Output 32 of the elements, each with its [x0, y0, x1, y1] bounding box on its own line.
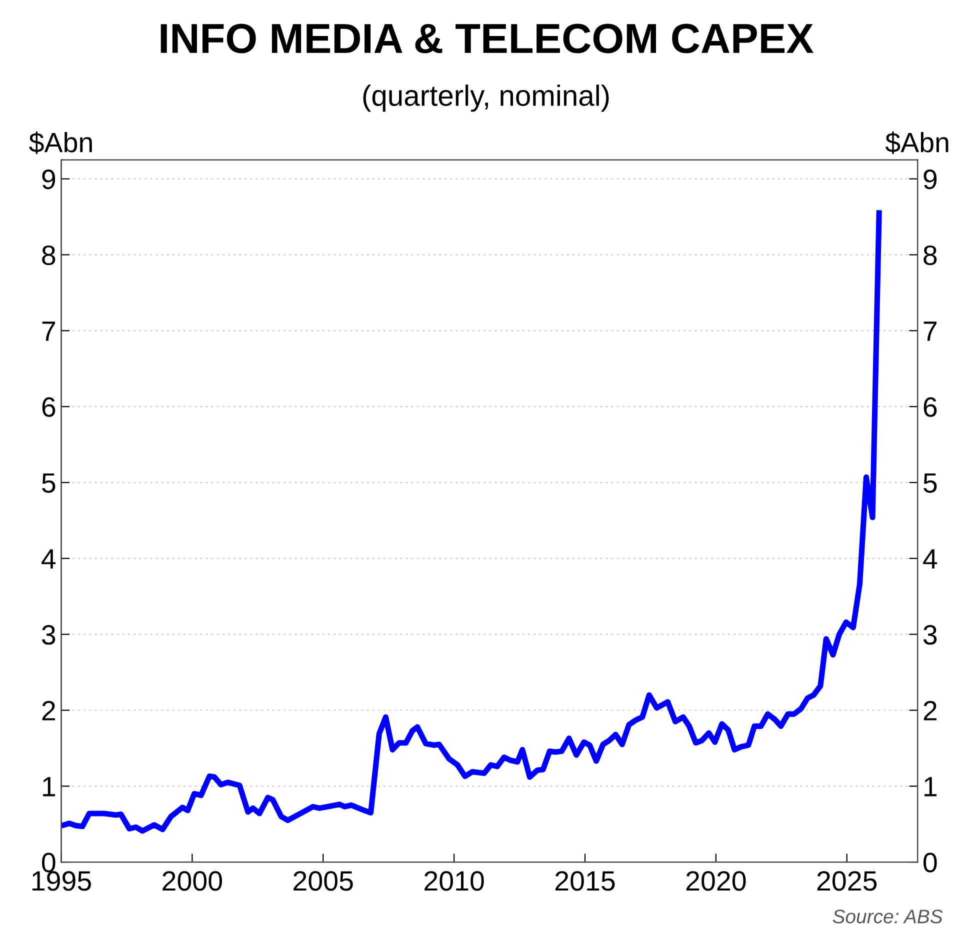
x-tick-label: 2010 — [424, 871, 484, 891]
y2-axis-title: $Abn — [885, 132, 948, 154]
y2-tick-label: 7 — [924, 322, 936, 341]
x-tick-label: 2015 — [555, 871, 615, 891]
y2-tick-label: 5 — [924, 473, 937, 493]
y-tick-label: 4 — [42, 549, 56, 568]
y-tick-label: 0 — [42, 852, 56, 872]
chart-subtitle: (quarterly, nominal) — [363, 84, 609, 112]
y2-tick-label: 1 — [924, 777, 937, 796]
y2-tick-label: 9 — [924, 170, 937, 190]
x-tick-label: 2020 — [686, 871, 746, 891]
source-note: Source: ABS — [832, 910, 943, 924]
x-tick-label: 2025 — [817, 871, 877, 891]
y2-tick-label: 4 — [923, 549, 938, 568]
y2-tick-label: 6 — [924, 397, 937, 417]
y-tick-label: 2 — [42, 700, 55, 720]
x-tick-label: 2005 — [294, 871, 353, 891]
y2-tick-label: 2 — [924, 700, 936, 720]
y2-tick-label: 0 — [924, 852, 937, 872]
y-tick-label: 6 — [42, 397, 56, 417]
y-tick-label: 1 — [43, 777, 56, 796]
y-tick-label: 3 — [42, 625, 56, 645]
y-axis-title: $Abn — [29, 132, 92, 154]
chart-title: INFO MEDIA & TELECOM CAPEX — [160, 24, 814, 54]
y-tick-label: 5 — [42, 473, 56, 493]
y-tick-label: 7 — [42, 322, 55, 341]
x-tick-label: 1995 — [32, 871, 91, 891]
y2-tick-label: 8 — [924, 245, 937, 266]
y2-tick-label: 3 — [923, 625, 937, 645]
x-tick-label: 2000 — [162, 871, 222, 891]
y-tick-label: 8 — [42, 245, 56, 266]
y-tick-label: 9 — [42, 170, 56, 190]
